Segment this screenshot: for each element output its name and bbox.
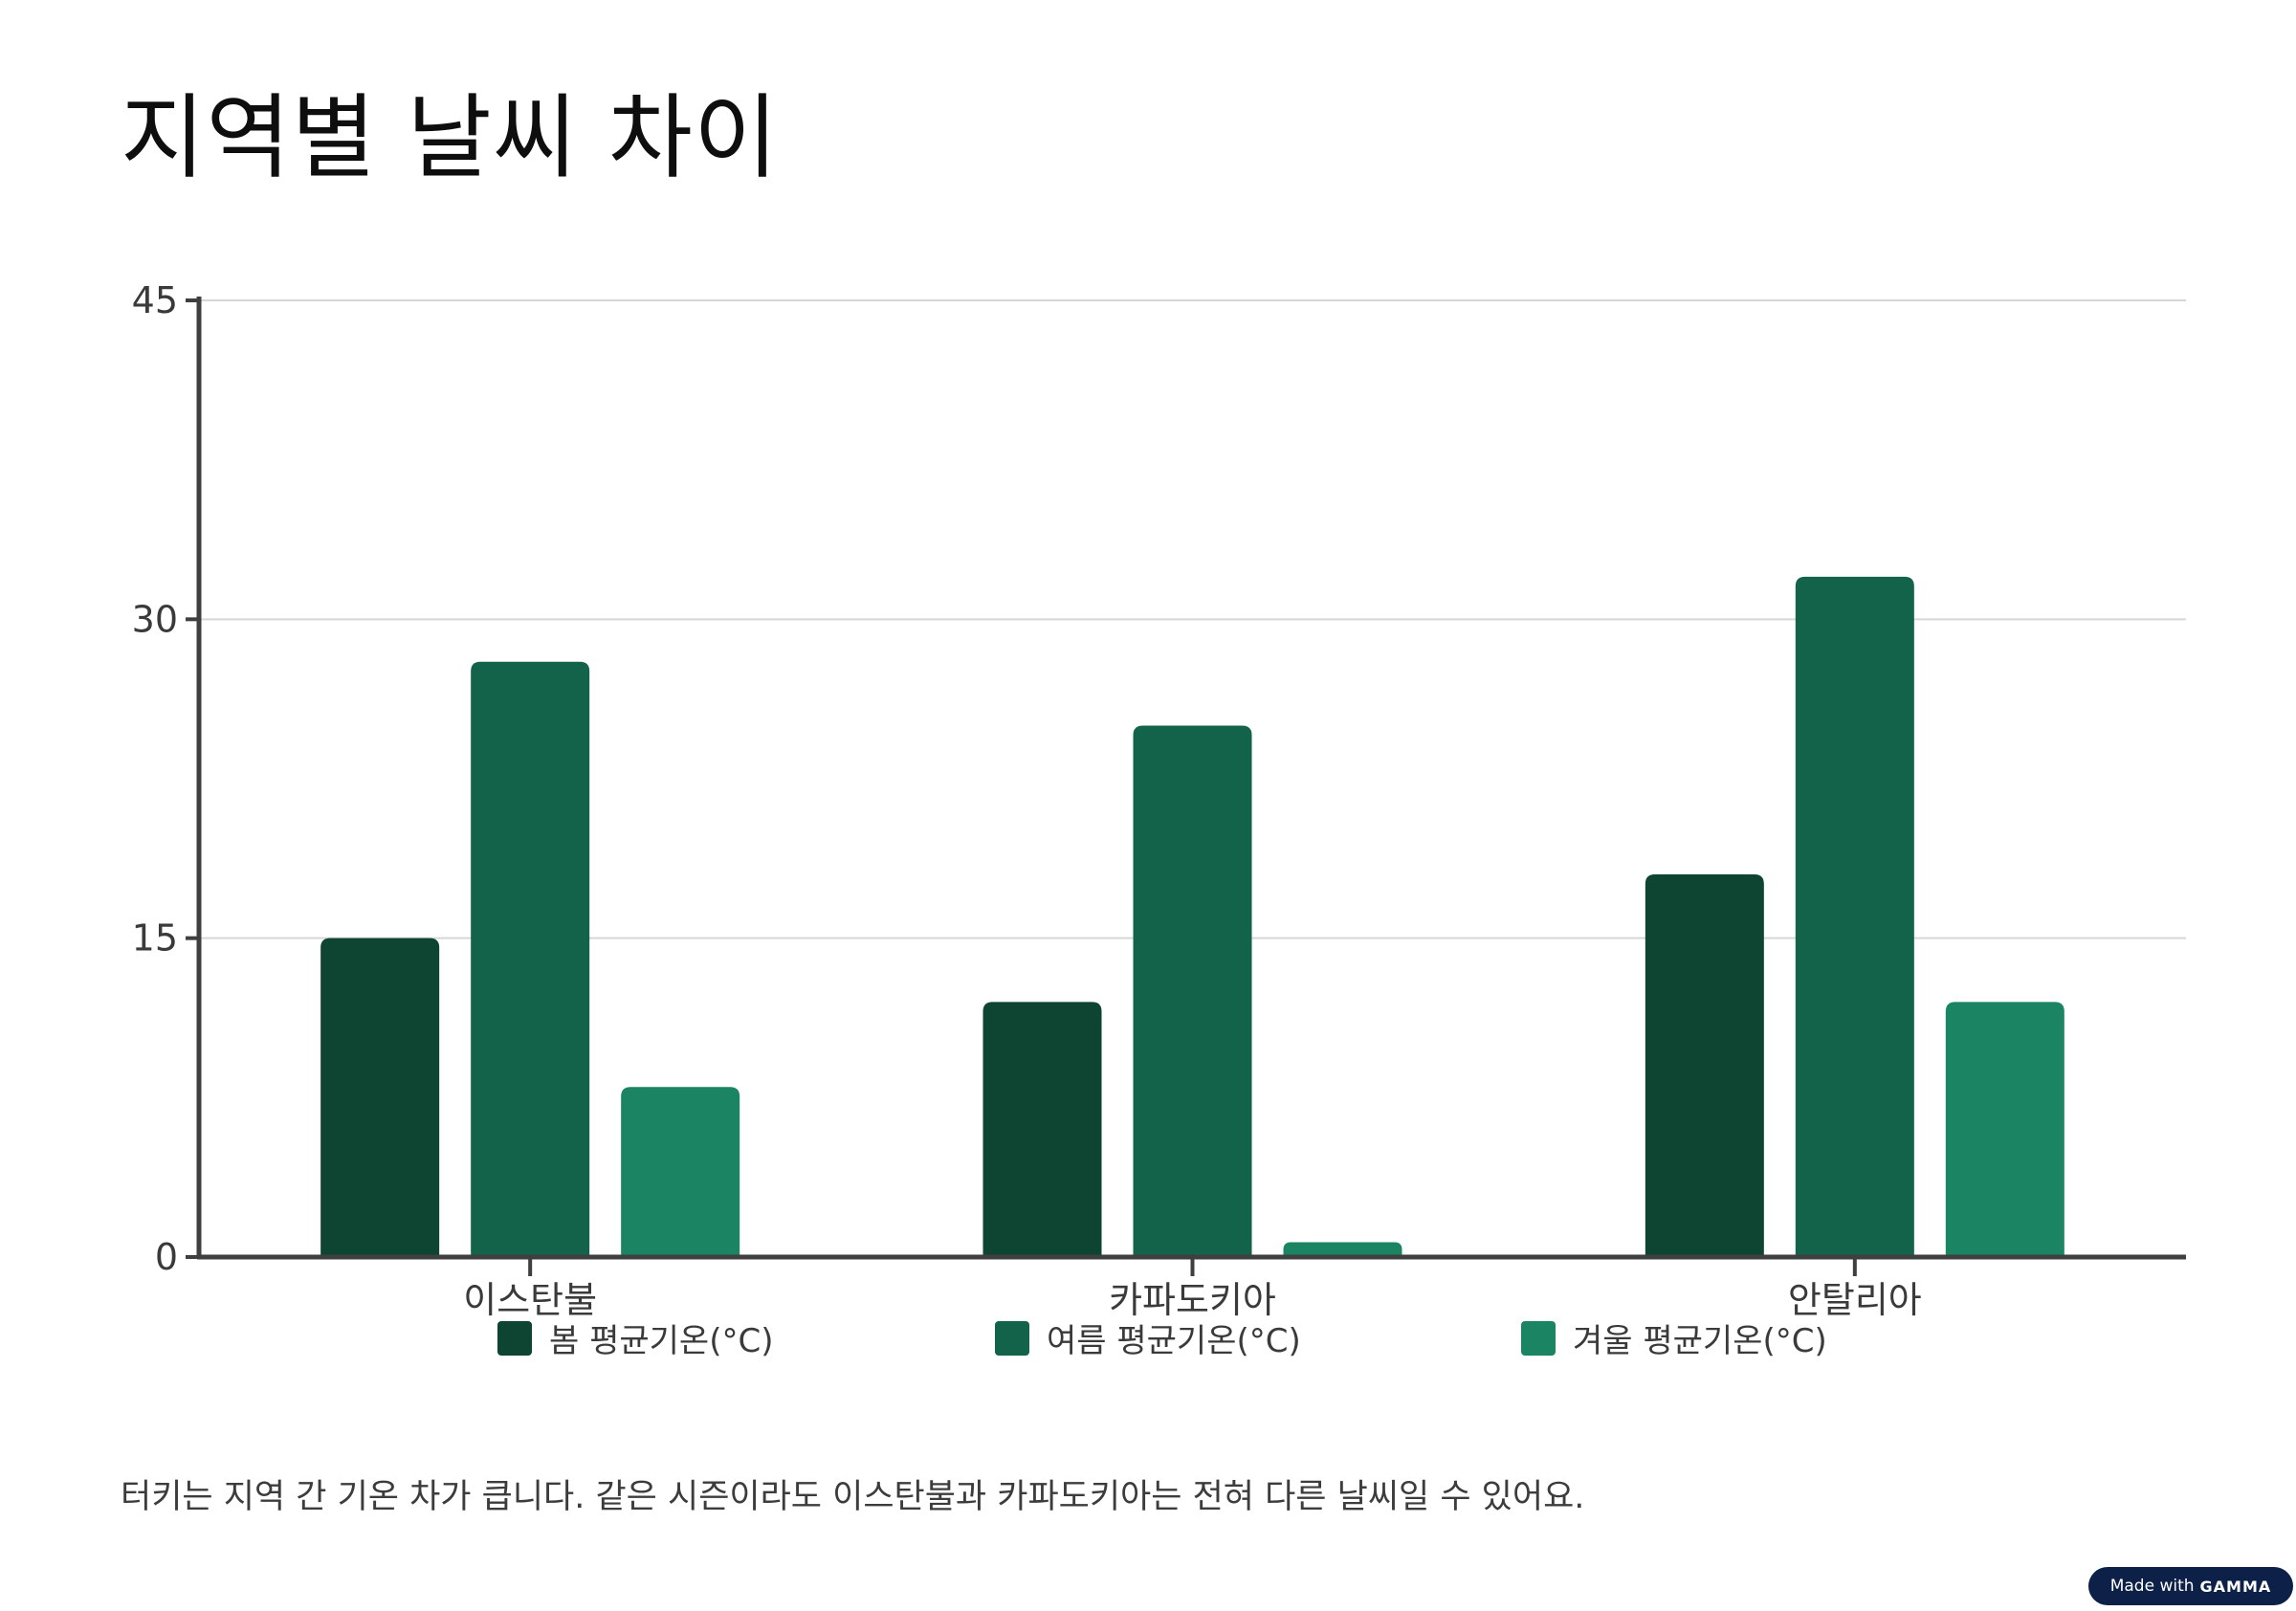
gamma-logo: GAMMA (2199, 1577, 2272, 1596)
bar (320, 938, 440, 1257)
y-tick-label: 45 (132, 279, 178, 321)
page-title: 지역별 날씨 차이 (121, 84, 780, 191)
chart-legend: 봄 평균기온(°C) 여름 평균기온(°C) 겨울 평균기온(°C) (0, 1314, 2296, 1362)
legend-item: 여름 평균기온(°C) (995, 1314, 1301, 1361)
bar (621, 1087, 740, 1257)
legend-item: 봄 평균기온(°C) (497, 1314, 773, 1361)
y-tick-label: 15 (132, 917, 178, 960)
y-tick-label: 30 (132, 598, 178, 640)
bar (982, 1002, 1102, 1257)
bar (1645, 874, 1764, 1257)
bar (1945, 1002, 2064, 1257)
legend-label: 여름 평균기온(°C) (1047, 1322, 1301, 1360)
legend-swatch (1521, 1320, 1556, 1356)
y-tick-label: 0 (155, 1236, 178, 1278)
made-with-gamma-badge[interactable]: Made with GAMMA (2088, 1567, 2293, 1605)
chart-caption: 터키는 지역 간 기온 차가 큽니다. 같은 시즌이라도 이스탄불과 카파도키아… (121, 1478, 1585, 1516)
legend-label: 봄 평균기온(°C) (549, 1322, 774, 1360)
x-tick-label: 안탈리아 (1788, 1279, 1922, 1321)
badge-prefix: Made with (2109, 1577, 2195, 1596)
legend-swatch (995, 1320, 1029, 1356)
bar (1795, 576, 1914, 1257)
x-tick-label: 카파도키아 (1109, 1279, 1276, 1321)
x-tick-label: 이스탄불 (463, 1279, 597, 1321)
legend-label: 겨울 평균기온(°C) (1573, 1322, 1827, 1360)
bar (1283, 1242, 1402, 1257)
bar (471, 661, 590, 1257)
bar (1133, 725, 1252, 1257)
legend-item: 겨울 평균기온(°C) (1521, 1314, 1827, 1361)
legend-swatch (497, 1320, 532, 1356)
